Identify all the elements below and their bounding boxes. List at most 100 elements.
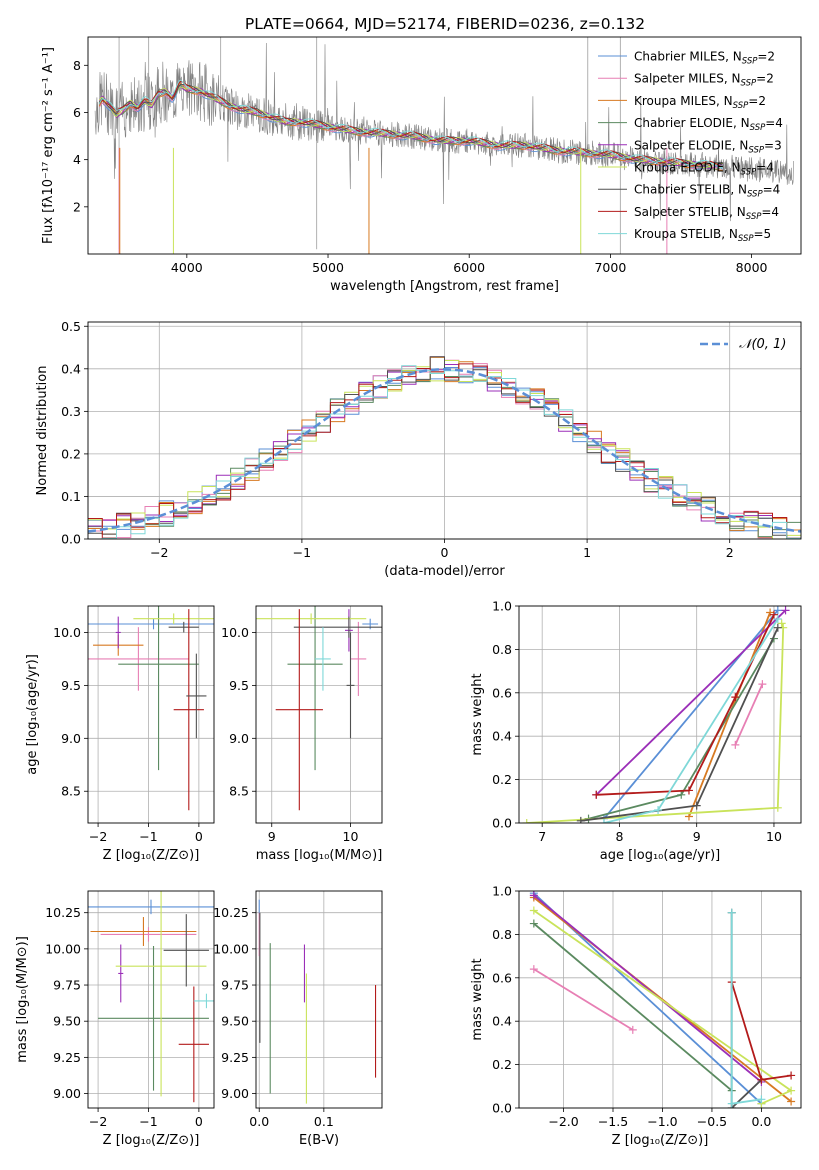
model-curve bbox=[98, 80, 723, 168]
x-tick-label: 1 bbox=[583, 545, 591, 560]
y-tick-label: 0.0 bbox=[61, 532, 81, 547]
x-axis-label: Z [log₁₀(Z/Z⊙)] bbox=[612, 1133, 709, 1148]
y-tick-label: 10.00 bbox=[213, 941, 249, 956]
x-tick-label: 0 bbox=[195, 1114, 203, 1129]
y-tick-label: 0.2 bbox=[492, 1057, 512, 1072]
mass-weight-marker bbox=[781, 606, 790, 615]
legend-suffix: =4 bbox=[765, 116, 783, 130]
x-tick-label: −0.5 bbox=[697, 1114, 727, 1129]
y-tick-label: 10.0 bbox=[53, 625, 81, 640]
y-tick-label: 1.0 bbox=[492, 599, 512, 614]
mass-weight-marker bbox=[727, 1099, 736, 1108]
legend-label: Chabrier MILES, N bbox=[634, 50, 742, 64]
legend-entry: Salpeter ELODIE, NSSP=3 bbox=[634, 138, 782, 155]
residuals-axes: −2 −1 0 1 2 0.0 0.1 0.2 0.3 0.4 0.5 (data-model)/er… bbox=[35, 319, 801, 579]
y-tick-label: 9.50 bbox=[53, 1014, 81, 1029]
x-tick-label: 7000 bbox=[594, 260, 626, 275]
y-axis-label: mass [log₁₀(M/M⊙)] bbox=[15, 936, 30, 1063]
age_vs_Z-frame bbox=[87, 605, 215, 824]
legend-suffix: =5 bbox=[754, 227, 772, 241]
y-tick-label: 0.6 bbox=[492, 685, 512, 700]
y-tick-label: 0.8 bbox=[492, 642, 512, 657]
y-tick-label: 8.5 bbox=[61, 784, 81, 799]
mass-weight-line bbox=[533, 968, 634, 1031]
y-tick-label: 1.0 bbox=[492, 884, 512, 899]
x-tick-label: 0 bbox=[441, 545, 449, 560]
y-tick-label: 0.1 bbox=[61, 489, 81, 504]
y-tick-label: 0.4 bbox=[492, 729, 512, 744]
legend-label: Kroupa ELODIE, N bbox=[634, 161, 741, 175]
normal-reference-curve bbox=[88, 368, 801, 533]
mass-weight-marker bbox=[787, 1071, 796, 1080]
x-tick-label: −2 bbox=[150, 545, 168, 560]
y-tick-label: 6 bbox=[73, 105, 81, 120]
x-tick-label: 10 bbox=[766, 829, 782, 844]
y-axis-label: age [log₁₀(age/yr)] bbox=[25, 654, 40, 775]
legend-suffix: =4 bbox=[761, 205, 779, 219]
y-tick-label: 9.5 bbox=[61, 678, 81, 693]
legend-sub: SSP bbox=[738, 234, 754, 244]
x-tick-label: 7 bbox=[538, 829, 546, 844]
legend-suffix: =2 bbox=[756, 72, 774, 86]
age_vs_Z-axes: −2 −1 0 8.5 9.0 9.5 10.0 Z [log₁₀(Z/Z⊙)] age [lo… bbox=[25, 606, 214, 863]
y-tick-label: 9.25 bbox=[221, 1050, 249, 1065]
mass-weight-marker bbox=[529, 919, 538, 928]
x-axis-label: E(B-V) bbox=[299, 1133, 339, 1148]
y-axis-label: mass weight bbox=[470, 673, 485, 755]
model-curve bbox=[98, 82, 723, 171]
legend-suffix: =4 bbox=[756, 161, 774, 175]
x-axis-label: (data-model)/error bbox=[384, 564, 505, 579]
y-tick-label: 0.0 bbox=[492, 816, 512, 831]
legend-label: Salpeter MILES, N bbox=[634, 72, 741, 86]
model-curve bbox=[98, 83, 724, 168]
mass-weight-line bbox=[595, 609, 787, 796]
y-axis-label: Normed distribution bbox=[35, 366, 50, 496]
y-tick-label: 0.0 bbox=[492, 1101, 512, 1116]
y-tick-label: 9.25 bbox=[53, 1050, 81, 1065]
x-axis-label: Z [log₁₀(Z/Z⊙)] bbox=[103, 848, 200, 863]
mass_vs_Z-frame bbox=[87, 890, 215, 1109]
legend-entry: Salpeter STELIB, NSSP=4 bbox=[634, 205, 779, 222]
legend-suffix: =3 bbox=[764, 138, 782, 152]
y-tick-label: 10.0 bbox=[221, 625, 249, 640]
y-tick-label: 9.50 bbox=[221, 1014, 249, 1029]
mass-weight-marker bbox=[529, 891, 538, 900]
legend-suffix: =4 bbox=[763, 183, 781, 197]
model-curve bbox=[98, 79, 723, 168]
histogram-series bbox=[88, 363, 801, 539]
mass-weight-marker bbox=[654, 805, 663, 814]
legend-sub: SSP bbox=[747, 190, 763, 200]
massweight_vs_Z-lines bbox=[529, 891, 796, 1108]
x-tick-label: −1.5 bbox=[598, 1114, 628, 1129]
legend-suffix: =2 bbox=[757, 50, 775, 64]
x-tick-label: 5000 bbox=[312, 260, 344, 275]
legend-label: Salpeter STELIB, N bbox=[634, 205, 746, 219]
mass-weight-line bbox=[533, 922, 733, 1092]
legend-entry: Chabrier MILES, NSSP=2 bbox=[634, 50, 775, 67]
histogram-area bbox=[88, 356, 801, 539]
x-tick-label: −1.0 bbox=[647, 1114, 677, 1129]
mass-weight-marker bbox=[731, 693, 740, 702]
mass-weight-line bbox=[526, 623, 785, 823]
x-tick-label: 9 bbox=[693, 829, 701, 844]
x-tick-label: 10 bbox=[343, 829, 359, 844]
legend-sub: SSP bbox=[733, 101, 749, 111]
y-tick-label: 10.00 bbox=[45, 941, 81, 956]
x-tick-label: 8000 bbox=[736, 260, 768, 275]
legend-sub: SSP bbox=[748, 145, 764, 155]
y-tick-label: 10.25 bbox=[45, 905, 81, 920]
x-tick-label: 0.1 bbox=[314, 1114, 334, 1129]
y-tick-label: 0.6 bbox=[492, 970, 512, 985]
mass-weight-marker bbox=[757, 1075, 766, 1084]
spectrum-plot-area bbox=[94, 37, 794, 254]
spectrum-frame bbox=[87, 36, 802, 255]
mass-weight-marker bbox=[757, 1095, 766, 1104]
legend-entry: Chabrier STELIB, NSSP=4 bbox=[634, 183, 780, 200]
x-tick-label: 0.0 bbox=[751, 1114, 771, 1129]
y-tick-label: 9.00 bbox=[221, 1086, 249, 1101]
mass-weight-marker bbox=[773, 623, 782, 632]
legend-label: Kroupa MILES, N bbox=[634, 94, 733, 108]
histogram-frame bbox=[87, 321, 802, 540]
y-tick-label: 8.5 bbox=[229, 784, 249, 799]
y-tick-label: 9.0 bbox=[61, 731, 81, 746]
